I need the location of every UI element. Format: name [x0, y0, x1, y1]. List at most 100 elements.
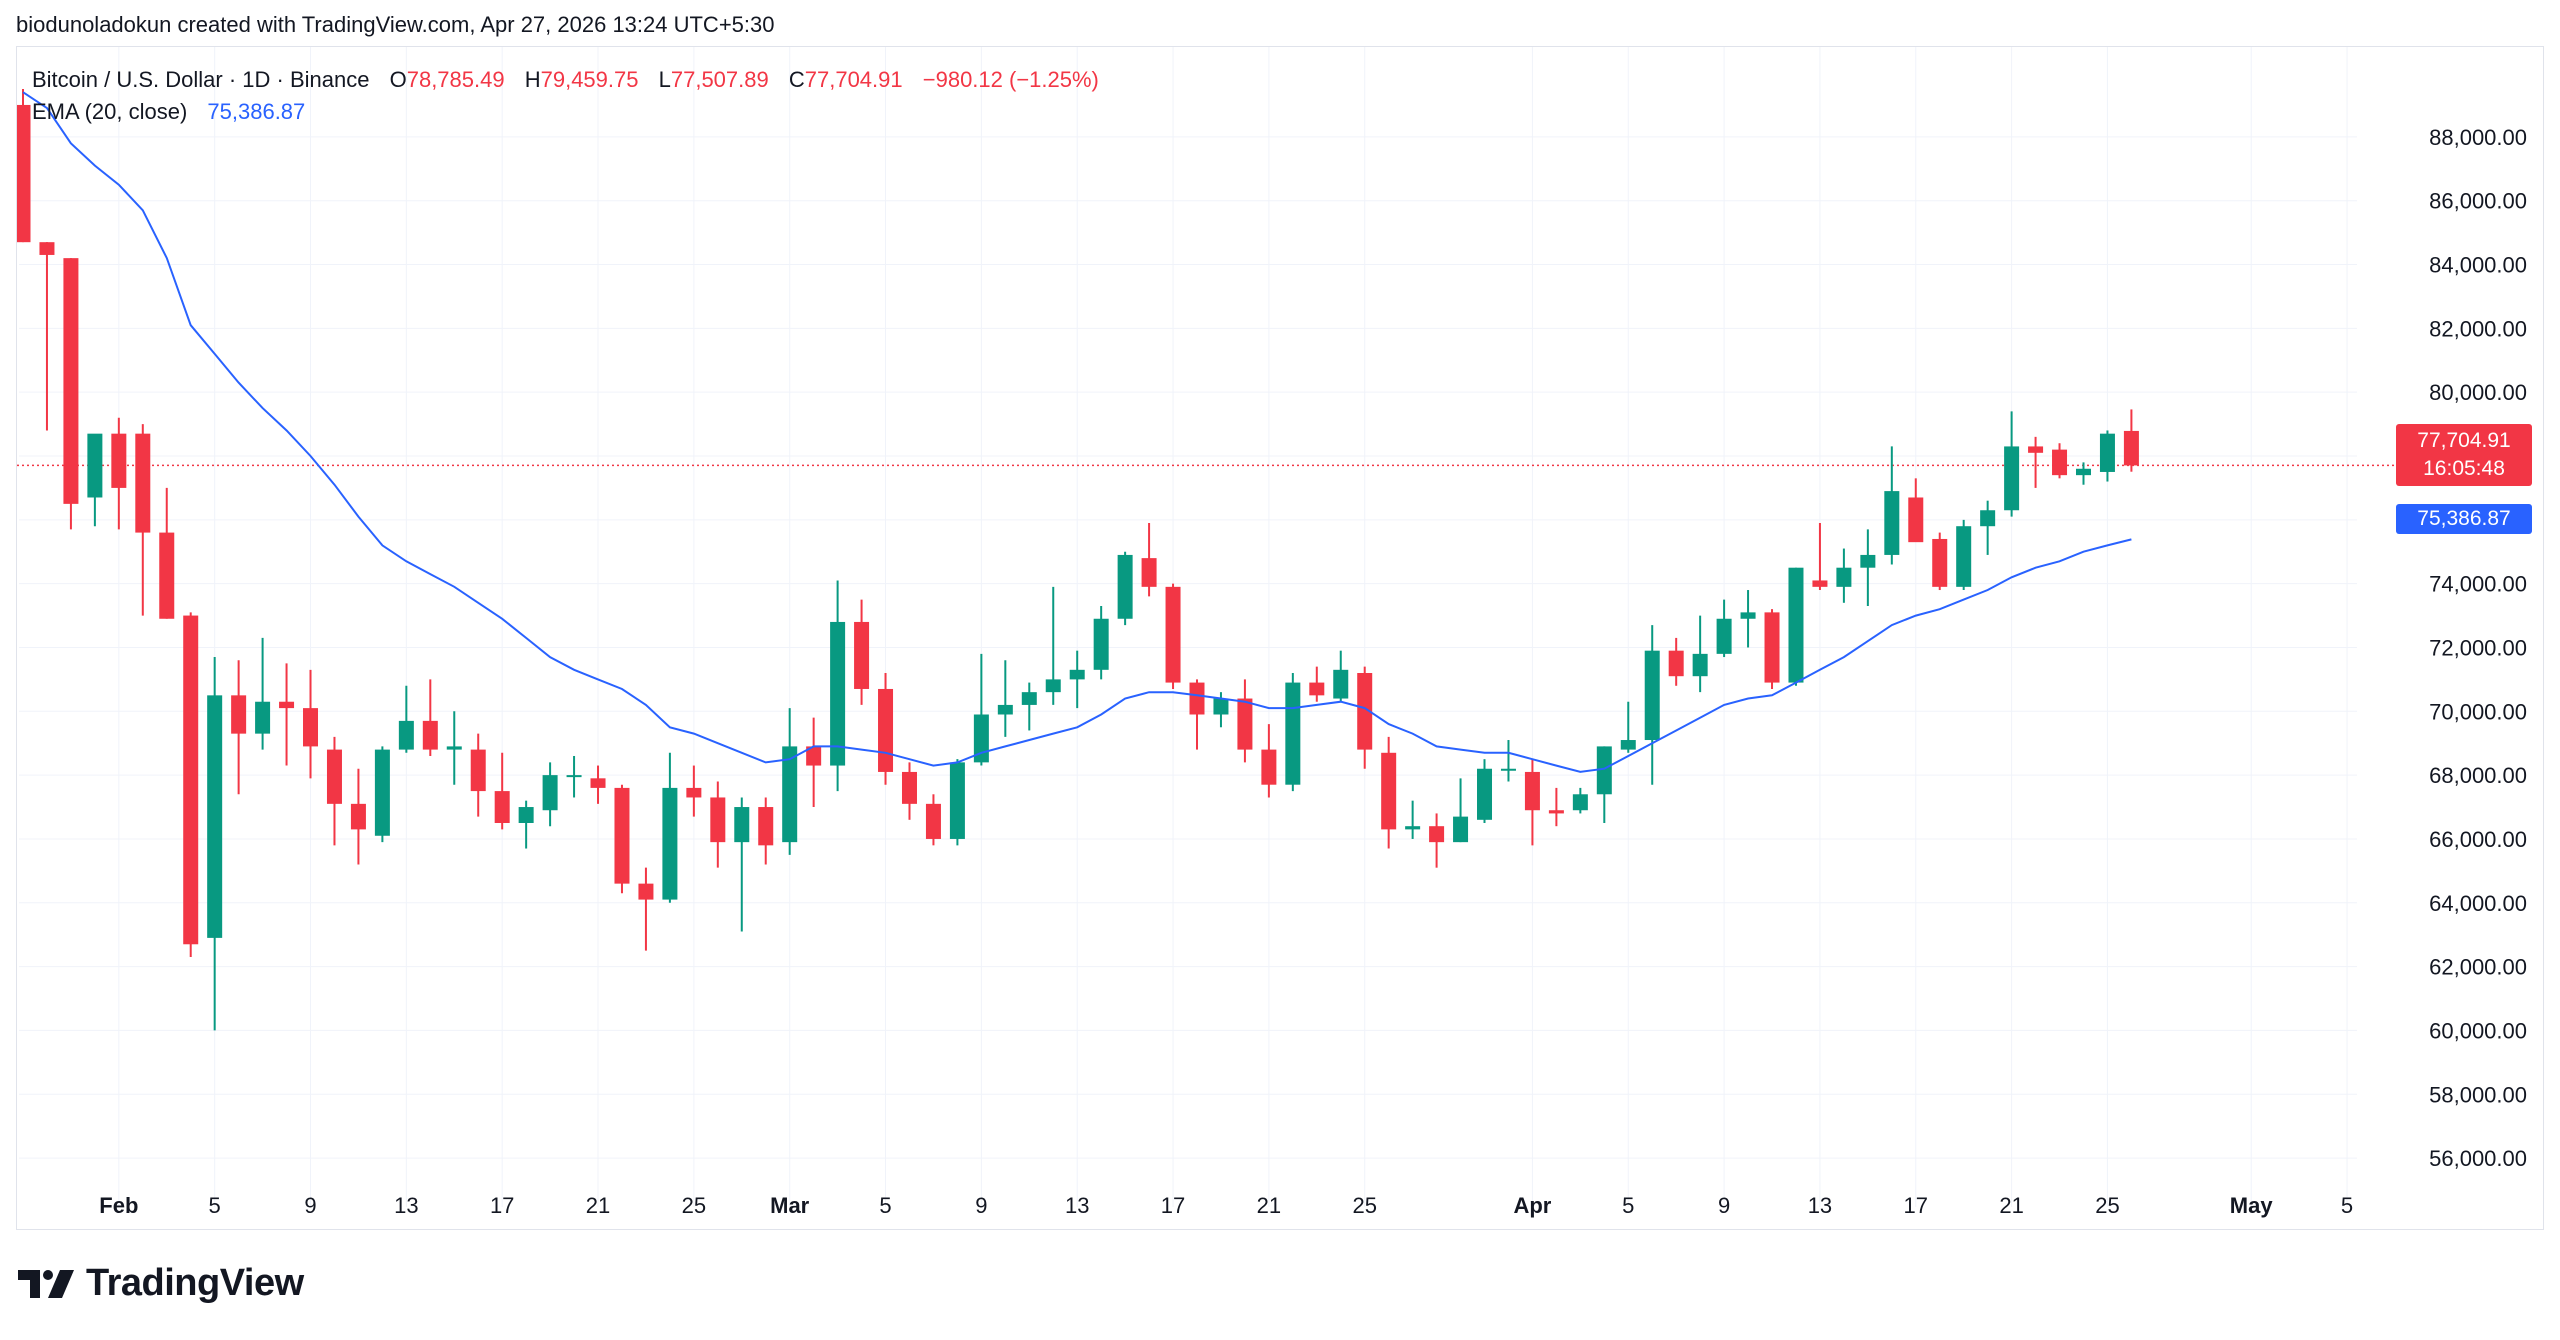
legend-high-label: H	[524, 67, 541, 92]
x-tick-label: 5	[209, 1193, 221, 1218]
candle-body	[758, 807, 774, 846]
candle	[1620, 701, 1636, 753]
candle	[1093, 605, 1109, 680]
candle	[614, 784, 630, 894]
candle-body	[830, 621, 846, 766]
x-tick-label: 5	[1622, 1193, 1634, 1218]
candle	[1548, 787, 1564, 827]
candle	[1812, 523, 1828, 591]
candle	[2099, 430, 2115, 482]
candle	[925, 794, 941, 846]
candle	[1980, 500, 1996, 555]
y-tick-label: 80,000.00	[2429, 380, 2527, 405]
candle	[1165, 583, 1181, 689]
candle-body	[878, 688, 894, 772]
legend-close: 77,704.91	[804, 67, 903, 92]
candle-body	[1836, 567, 1852, 587]
price-chart[interactable]: 56,000.00 58,000.00 60,000.00 62,000.00 64,0…	[17, 47, 2543, 1229]
candle-body	[782, 746, 798, 843]
legend-row-ema: EMA (20, close) 75,386.87	[32, 96, 1099, 128]
candle	[63, 258, 79, 530]
candle	[782, 708, 798, 855]
candle	[638, 867, 654, 951]
y-axis: 56,000.00 58,000.00 60,000.00 62,000.00 64,0…	[2429, 125, 2527, 1171]
candle-body	[446, 746, 462, 750]
legend-ema-label[interactable]: EMA (20, close)	[32, 99, 188, 124]
candle	[135, 424, 151, 616]
x-tick-label: 9	[975, 1193, 987, 1218]
tradingview-logo[interactable]: TradingView	[18, 1262, 304, 1305]
candle	[686, 765, 702, 817]
candle	[854, 599, 870, 705]
candle	[2028, 436, 2044, 488]
candle	[1836, 548, 1852, 603]
candle	[1740, 590, 1756, 648]
candle-body	[326, 749, 342, 804]
x-tick-label: 9	[304, 1193, 316, 1218]
chart-frame[interactable]: 56,000.00 58,000.00 60,000.00 62,000.00 64,0…	[16, 46, 2544, 1230]
candle-body	[638, 883, 654, 900]
candle-body	[1548, 810, 1564, 814]
x-tick-label: Feb	[99, 1193, 138, 1218]
candle-body	[1740, 612, 1756, 619]
candle	[1237, 679, 1253, 763]
candle	[2004, 411, 2020, 517]
candle-body	[159, 532, 175, 619]
candle-body	[662, 787, 678, 900]
y-tick-label: 66,000.00	[2429, 827, 2527, 852]
candle	[1381, 736, 1397, 849]
candle-body	[1860, 554, 1876, 568]
candle-body	[1021, 692, 1037, 705]
candle-body	[997, 704, 1013, 715]
candle-body	[2099, 433, 2115, 472]
candle-body	[1908, 497, 1924, 543]
candle-body	[231, 695, 247, 734]
x-tick-label: Mar	[770, 1193, 810, 1218]
candle-body	[518, 807, 534, 823]
x-tick-label: 25	[1352, 1193, 1376, 1218]
candle-body	[1309, 682, 1325, 696]
candle	[1572, 787, 1588, 814]
candle-body	[255, 701, 271, 734]
y-tick-label: 88,000.00	[2429, 125, 2527, 150]
candle-body	[207, 695, 223, 938]
candle	[1405, 800, 1421, 839]
legend-low-label: L	[658, 67, 671, 92]
y-tick-label: 60,000.00	[2429, 1018, 2527, 1043]
candle	[1069, 650, 1085, 709]
candle-body	[1500, 768, 1516, 771]
candle	[1309, 666, 1325, 702]
candle-body	[1213, 698, 1229, 715]
candle	[207, 657, 223, 1031]
candle	[1644, 625, 1660, 785]
candle-body	[1333, 669, 1349, 699]
candle-body	[2004, 446, 2020, 511]
candle	[806, 717, 822, 808]
y-tick-label: 58,000.00	[2429, 1082, 2527, 1107]
last-price-value: 77,704.91	[2417, 429, 2511, 452]
legend-symbol[interactable]: Bitcoin / U.S. Dollar · 1D · Binance	[32, 67, 370, 92]
candle	[710, 781, 726, 868]
x-tick-label: 25	[682, 1193, 706, 1218]
candle	[758, 797, 774, 865]
candle-body	[1285, 682, 1301, 785]
candle	[590, 765, 606, 804]
candle-body	[2075, 468, 2091, 476]
candle	[2052, 443, 2068, 479]
candle	[518, 800, 534, 849]
legend-row-symbol: Bitcoin / U.S. Dollar · 1D · Binance O78…	[32, 64, 1099, 96]
y-tick-label: 64,000.00	[2429, 891, 2527, 916]
candle	[1956, 519, 1972, 591]
candle-body	[1572, 794, 1588, 811]
candle-body	[183, 615, 199, 945]
candle	[1141, 523, 1157, 597]
candle	[1524, 759, 1540, 846]
legend-change: −980.12 (−1.25%)	[922, 67, 1099, 92]
candle-body	[1381, 752, 1397, 830]
candle	[1932, 532, 1948, 591]
y-tick-label: 70,000.00	[2429, 699, 2527, 724]
candle	[1021, 682, 1037, 731]
candle	[231, 660, 247, 795]
candle-body	[973, 714, 989, 763]
y-tick-label: 86,000.00	[2429, 189, 2527, 214]
